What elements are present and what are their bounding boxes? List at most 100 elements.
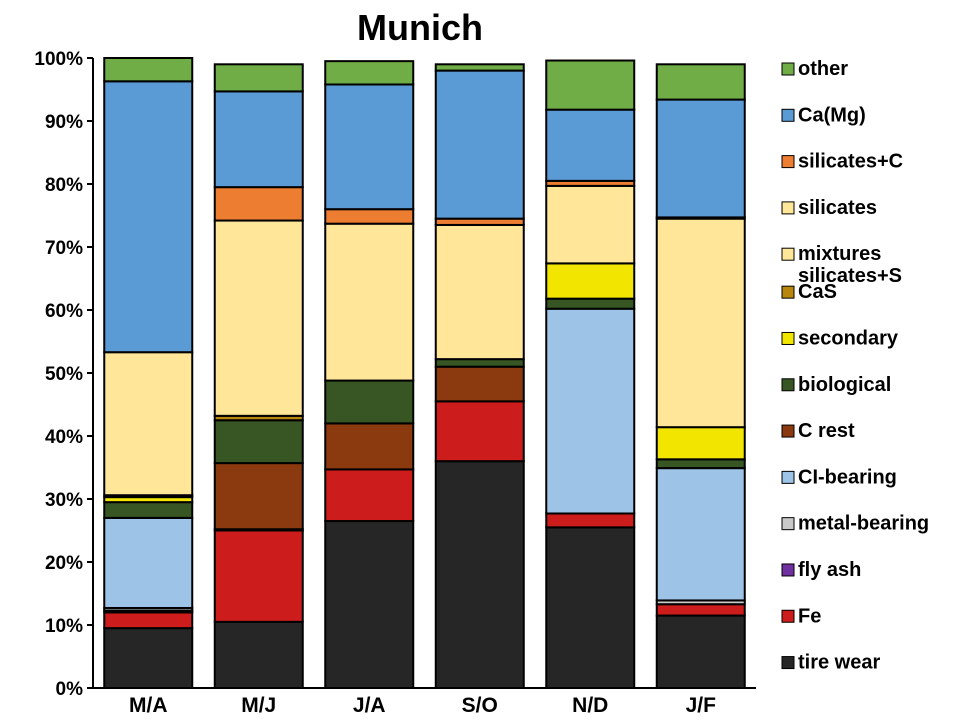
legend-item-other: other: [781, 58, 848, 80]
legend-swatch: [781, 285, 795, 299]
bar-segment-tire-wear-s-o: [434, 460, 525, 690]
bar-segment-tire-wear-m-a: [103, 627, 194, 690]
bar-segment-biological-s-o: [434, 358, 525, 368]
legend-item-fe: Fe: [781, 605, 821, 627]
bar-segment-biological-m-j: [213, 419, 304, 465]
bar-segment-fe-s-o: [434, 400, 525, 463]
bar-segment-biological-j-a: [324, 379, 415, 425]
legend-swatch: [781, 201, 795, 215]
legend-item-silicates-c: silicates+C: [781, 151, 903, 173]
bar-segment-ca-mg-j-a: [324, 83, 415, 211]
bar-segment-fe-m-a: [103, 611, 194, 630]
bar-segment-tire-wear-j-a: [324, 520, 415, 689]
x-tick-label: J/F: [686, 694, 717, 717]
legend-item-biological: biological: [781, 374, 891, 396]
axes-layer: M/A M/J J/A S/O N/D J/F 0% 10% 20% 30% 40% 50% 60% 70…: [34, 49, 756, 717]
bar-segment-silicates-c-j-a: [324, 208, 415, 225]
legend-item-ca-mg: Ca(Mg): [781, 104, 866, 126]
legend-swatch: [781, 609, 795, 623]
bar-segment-biological-m-a: [103, 501, 194, 519]
bar-segment-fe-n-d: [545, 512, 636, 529]
legend-label: mixtures: [798, 243, 881, 265]
bar-segment-other-n-d: [545, 59, 636, 111]
legend-label: fly ash: [798, 559, 861, 581]
bar-segment-tire-wear-j-f: [655, 614, 746, 689]
legend-swatch: [781, 517, 795, 531]
bar-segment-c-rest-j-a: [324, 422, 415, 471]
bar-segment-biological-j-f: [655, 458, 746, 470]
legend-item-secondary: secondary: [781, 327, 899, 349]
legend-label: secondary: [798, 327, 899, 349]
legend-label: Ca(Mg): [798, 104, 866, 126]
y-tick-label: 50%: [45, 364, 83, 385]
legend-label: Fe: [798, 605, 821, 627]
bar-segment-ca-mg-n-d: [545, 108, 636, 182]
bar-segment-silicates-j-a: [324, 222, 415, 382]
bar-segment-silicates-m-a: [103, 351, 194, 497]
bar-segment-other-s-o: [434, 63, 525, 72]
bar-segment-ca-mg-s-o: [434, 69, 525, 220]
chart-title: Munich: [357, 7, 483, 48]
legend-swatch: [781, 470, 795, 484]
bar-segment-c-rest-m-j: [213, 462, 304, 531]
legend-swatch: [781, 563, 795, 577]
x-tick-label: M/A: [129, 694, 168, 717]
bar-segment-other-m-j: [213, 63, 304, 93]
legend-swatch: [781, 62, 795, 76]
y-tick-label: 0%: [56, 679, 84, 700]
y-tick-label: 70%: [45, 238, 83, 259]
y-tick-label: 40%: [45, 427, 83, 448]
legend-item-metal-bearing: metal-bearing: [781, 513, 929, 535]
x-tick-label: S/O: [462, 694, 498, 717]
legend-item-ci-bearing: CI-bearing: [781, 466, 897, 488]
legend-item-tire-wear: tire wear: [781, 652, 880, 674]
y-tick-label: 20%: [45, 553, 83, 574]
x-tick-label: N/D: [572, 694, 608, 717]
y-tick-label: 100%: [34, 49, 83, 70]
y-tick-label: 30%: [45, 490, 83, 511]
legend-label: biological: [798, 374, 891, 396]
bar-segment-tire-wear-n-d: [545, 526, 636, 689]
bar-segment-secondary-j-f: [655, 426, 746, 461]
legend-item-fly-ash: fly ash: [781, 559, 861, 581]
legend-item-cas: CaS: [781, 281, 837, 303]
legend-swatch: [781, 656, 795, 670]
legend-label: other: [798, 58, 848, 80]
bar-segment-fe-j-f: [655, 603, 746, 617]
bar-segment-fe-m-j: [213, 529, 304, 623]
bar-segment-ca-mg-j-f: [655, 98, 746, 219]
y-tick-label: 10%: [45, 616, 83, 637]
bar-segment-silicates-m-j: [213, 219, 304, 417]
bar-segment-other-m-a: [103, 57, 194, 83]
bar-segment-secondary-n-d: [545, 262, 636, 300]
bars-layer: [103, 57, 746, 690]
y-tick-label: 80%: [45, 175, 83, 196]
bar-segment-other-j-f: [655, 63, 746, 101]
legend-label: silicates+C: [798, 151, 903, 173]
bar-segment-ci-bearing-j-f: [655, 467, 746, 602]
bar-segment-ci-bearing-n-d: [545, 307, 636, 515]
legend-label: CI-bearing: [798, 466, 897, 488]
legend-swatch: [781, 108, 795, 122]
legend-item-silicates: silicates: [781, 197, 877, 219]
legend-label: silicates: [798, 197, 877, 219]
legend-label: metal-bearing: [798, 513, 929, 535]
y-tick-label: 90%: [45, 112, 83, 133]
bar-segment-ca-mg-m-j: [213, 90, 304, 189]
legend-swatch: [781, 378, 795, 392]
legend-swatch: [781, 424, 795, 438]
bar-segment-ci-bearing-m-a: [103, 516, 194, 609]
bar-segment-ca-mg-m-a: [103, 80, 194, 354]
legend-swatch: [781, 247, 795, 261]
bar-segment-silicates-s-o: [434, 223, 525, 361]
legend-label: C rest: [798, 420, 855, 442]
x-tick-label: M/J: [241, 694, 276, 717]
bar-segment-silicates-j-f: [655, 217, 746, 429]
bar-segment-silicates-c-m-j: [213, 186, 304, 222]
legend-swatch: [781, 331, 795, 345]
bar-segment-silicates-n-d: [545, 184, 636, 265]
legend-item-c-rest: C rest: [781, 420, 855, 442]
legend-label: silicates+S: [798, 265, 902, 287]
